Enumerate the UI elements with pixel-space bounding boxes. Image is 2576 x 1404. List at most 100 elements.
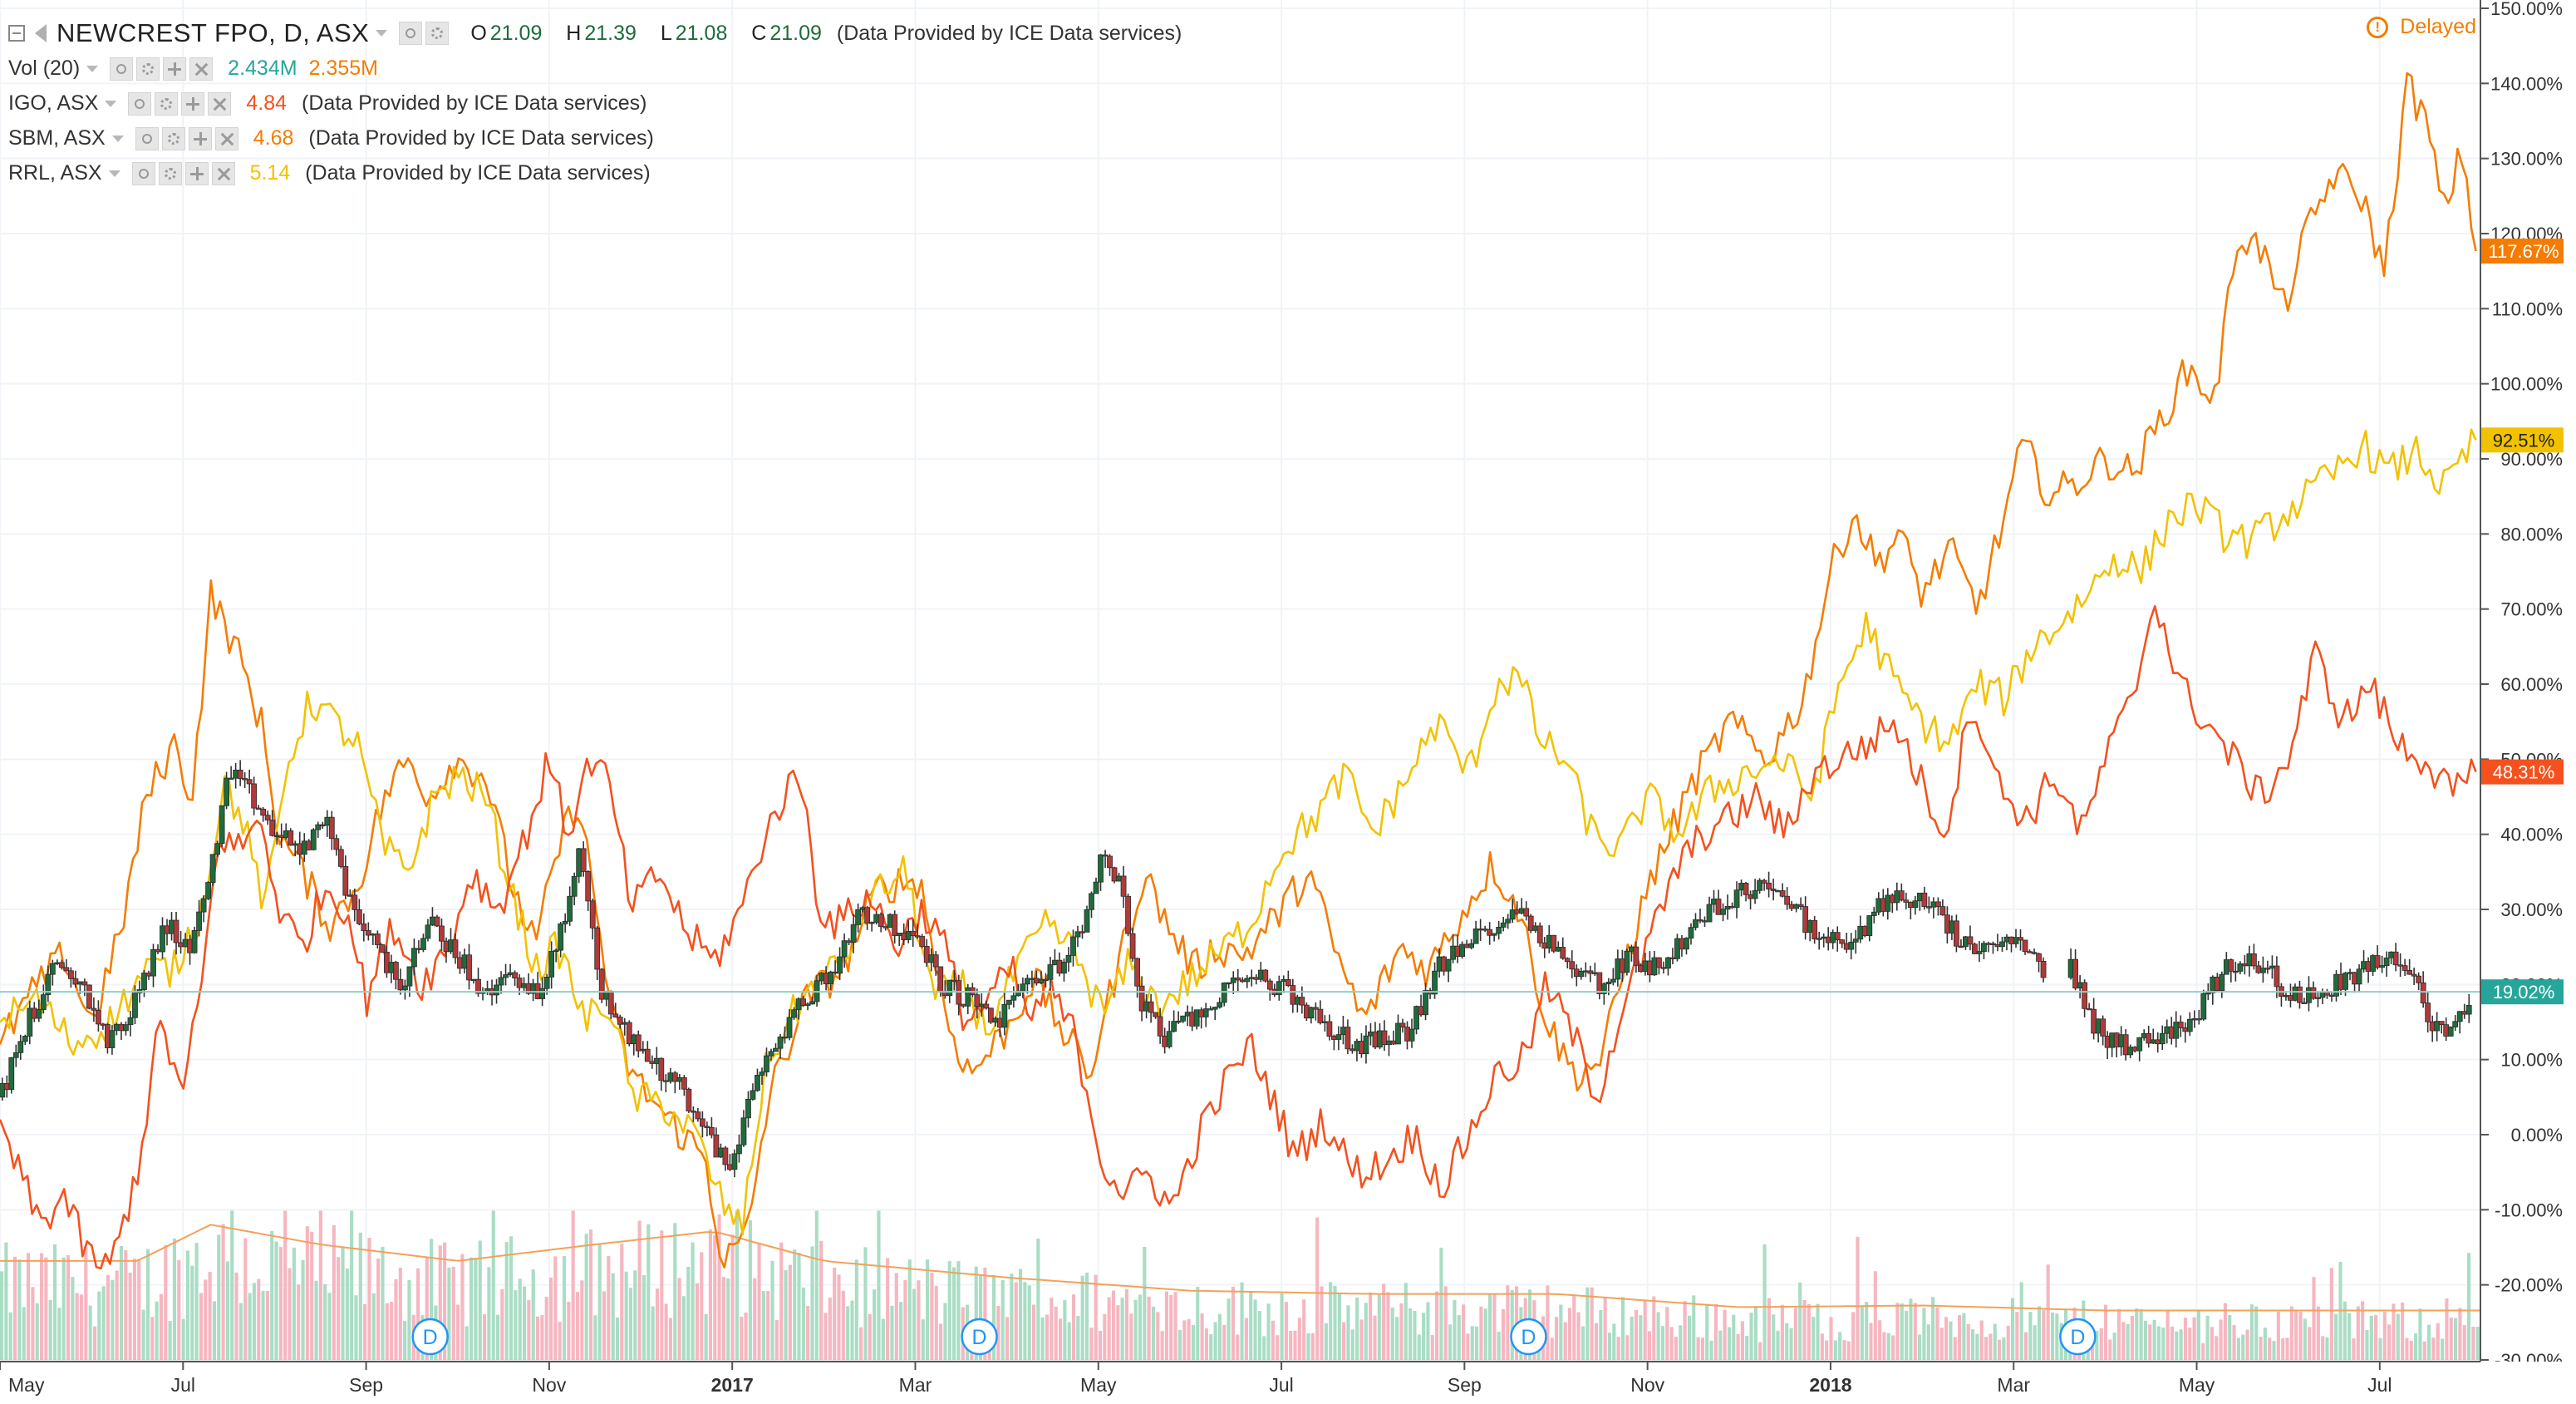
candle-body bbox=[951, 979, 957, 983]
volume-bar bbox=[2445, 1298, 2449, 1360]
plus-icon[interactable] bbox=[184, 161, 209, 185]
volume-bar bbox=[1510, 1289, 1514, 1360]
eye-icon[interactable] bbox=[110, 57, 134, 81]
candlestick bbox=[2283, 993, 2289, 1001]
volume-bar bbox=[1196, 1287, 1200, 1360]
symbol-title[interactable]: NEWCREST FPO, D, ASX bbox=[57, 18, 370, 47]
eye-icon[interactable] bbox=[131, 161, 155, 185]
gear-icon[interactable] bbox=[158, 161, 182, 185]
volume-bar bbox=[1289, 1330, 1293, 1360]
candlestick bbox=[1861, 925, 1868, 938]
chevron-down-icon[interactable] bbox=[108, 170, 120, 177]
compare-label[interactable]: SBM, ASX bbox=[8, 126, 106, 150]
gear-icon[interactable] bbox=[425, 22, 450, 45]
candle-body bbox=[892, 914, 898, 936]
close-icon[interactable] bbox=[208, 91, 232, 116]
candlestick bbox=[1189, 1006, 1196, 1032]
candle-body bbox=[91, 1007, 97, 1011]
volume-label[interactable]: Vol (20) bbox=[8, 57, 81, 80]
last-value-badge: 19.02% bbox=[2481, 979, 2564, 1005]
dividend-marker[interactable]: D bbox=[411, 1318, 449, 1356]
volume-bar bbox=[1882, 1332, 1886, 1360]
candle-body bbox=[617, 1017, 623, 1025]
compare-label[interactable]: RRL, ASX bbox=[8, 161, 102, 185]
chevron-down-icon[interactable] bbox=[105, 100, 117, 107]
candlestick bbox=[1001, 993, 1008, 1036]
plus-icon[interactable] bbox=[181, 91, 205, 116]
candlestick bbox=[164, 919, 170, 946]
volume-bar bbox=[846, 1306, 850, 1360]
candle-body bbox=[548, 951, 555, 978]
eye-icon[interactable] bbox=[399, 22, 423, 45]
candle-body bbox=[1198, 1009, 1205, 1017]
eye-icon[interactable] bbox=[135, 126, 159, 150]
candle-body bbox=[1885, 894, 1891, 912]
close-icon[interactable] bbox=[189, 57, 214, 81]
compare-label[interactable]: IGO, ASX bbox=[8, 91, 99, 115]
candlestick bbox=[1802, 896, 1809, 940]
flag-icon[interactable] bbox=[35, 24, 47, 42]
candle-body bbox=[1180, 1015, 1187, 1022]
volume-bar bbox=[2010, 1298, 2015, 1360]
volume-bar bbox=[177, 1259, 181, 1360]
candlestick bbox=[667, 1067, 674, 1084]
eye-icon[interactable] bbox=[128, 91, 152, 116]
candle-body bbox=[974, 994, 981, 1007]
chevron-down-icon[interactable] bbox=[86, 65, 99, 72]
chevron-down-icon[interactable] bbox=[111, 135, 124, 142]
collapse-icon[interactable] bbox=[8, 25, 25, 42]
candlestick bbox=[2022, 939, 2028, 955]
close-icon[interactable] bbox=[211, 161, 235, 185]
volume-bar bbox=[1422, 1313, 1426, 1360]
candlestick bbox=[31, 1002, 37, 1022]
candle-body bbox=[36, 1009, 42, 1019]
candle-body bbox=[2269, 965, 2275, 969]
volume-bar bbox=[1979, 1320, 1984, 1360]
candle-body bbox=[1189, 1012, 1196, 1027]
plus-icon[interactable] bbox=[163, 57, 187, 81]
candlestick bbox=[1651, 950, 1658, 977]
candlestick bbox=[2465, 993, 2472, 1023]
candlestick bbox=[1363, 1025, 1369, 1064]
candlestick bbox=[2461, 1003, 2468, 1019]
volume-bar bbox=[668, 1318, 673, 1360]
candle-body bbox=[452, 939, 459, 958]
candle-body bbox=[100, 1023, 106, 1026]
candle-body bbox=[960, 1003, 966, 1007]
gear-icon[interactable] bbox=[155, 91, 179, 116]
candle-body bbox=[905, 930, 912, 940]
candle-body bbox=[768, 1051, 774, 1057]
candle-body bbox=[713, 1134, 720, 1158]
volume-bar bbox=[877, 1210, 881, 1360]
volume-bar bbox=[318, 1210, 322, 1360]
chevron-down-icon[interactable] bbox=[376, 30, 388, 37]
gear-icon[interactable] bbox=[161, 126, 185, 150]
gear-icon[interactable] bbox=[136, 57, 160, 81]
candlestick bbox=[1084, 905, 1090, 933]
volume-bar bbox=[2418, 1308, 2422, 1360]
candle-body bbox=[2283, 995, 2289, 998]
candle-body bbox=[791, 1009, 797, 1018]
candle-body bbox=[859, 907, 866, 910]
candle-body bbox=[1404, 1027, 1410, 1042]
candle-body bbox=[1157, 1016, 1163, 1037]
candle-body bbox=[681, 1077, 687, 1090]
delayed-indicator[interactable]: ! Delayed bbox=[2367, 15, 2476, 39]
dividend-marker[interactable]: D bbox=[2059, 1318, 2097, 1356]
volume-bar bbox=[1010, 1273, 1014, 1360]
dividend-marker[interactable]: D bbox=[1510, 1318, 1547, 1356]
dividend-marker[interactable]: D bbox=[961, 1318, 998, 1356]
candlestick bbox=[200, 895, 207, 923]
volume-bar bbox=[708, 1229, 712, 1360]
candle-body bbox=[2397, 964, 2404, 967]
volume-bar bbox=[1749, 1313, 1753, 1360]
close-icon[interactable] bbox=[214, 126, 238, 150]
candlestick bbox=[1999, 936, 2005, 953]
volume-bar bbox=[1346, 1305, 1350, 1360]
volume-bar bbox=[1257, 1311, 1261, 1360]
price-tick-label: 140.00% bbox=[2490, 73, 2563, 94]
plus-icon[interactable] bbox=[188, 126, 212, 150]
volume-bar bbox=[2183, 1318, 2187, 1360]
